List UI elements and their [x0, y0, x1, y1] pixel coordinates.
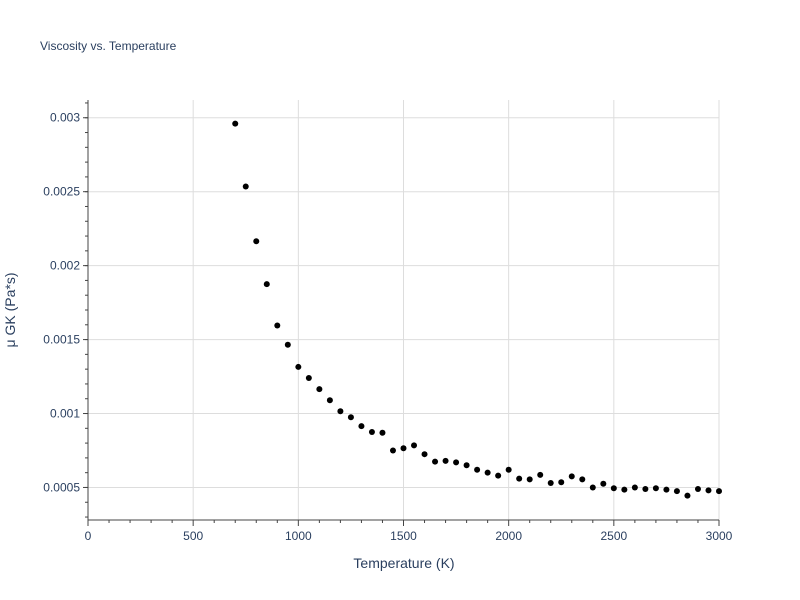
- data-point: [684, 492, 691, 499]
- data-point: [505, 466, 512, 473]
- data-point: [694, 485, 701, 492]
- data-point: [305, 375, 312, 382]
- data-point: [705, 487, 712, 494]
- data-point: [631, 484, 638, 491]
- data-point: [610, 485, 617, 492]
- data-point: [358, 423, 365, 430]
- x-tick-label: 2000: [495, 529, 522, 543]
- data-point: [242, 183, 249, 190]
- gridlines: [88, 100, 720, 520]
- axes: [83, 100, 720, 526]
- data-point: [474, 466, 481, 473]
- data-point: [589, 484, 596, 491]
- x-tick-label: 1000: [285, 529, 312, 543]
- data-point: [389, 447, 396, 454]
- data-point: [379, 429, 386, 436]
- y-tick-label: 0.0015: [43, 333, 80, 347]
- x-tick-label: 500: [183, 529, 203, 543]
- data-point: [316, 386, 323, 393]
- x-tick-label: 1500: [390, 529, 417, 543]
- data-point: [411, 442, 418, 449]
- y-axis-label: μ GK (Pa*s): [2, 273, 18, 348]
- data-point: [579, 476, 586, 483]
- data-point: [642, 485, 649, 492]
- y-tick-label: 0.0025: [43, 185, 80, 199]
- data-point: [558, 479, 565, 486]
- data-point: [432, 458, 439, 465]
- data-point: [547, 480, 554, 487]
- x-tick-label: 0: [85, 529, 92, 543]
- data-point: [347, 414, 354, 421]
- data-point: [400, 445, 407, 452]
- data-point: [442, 457, 449, 464]
- data-point: [326, 397, 333, 404]
- data-point: [526, 476, 533, 483]
- y-tick-label: 0.001: [50, 407, 80, 421]
- chart-title: Viscosity vs. Temperature: [40, 39, 177, 53]
- x-tick-label: 2500: [600, 529, 627, 543]
- data-point: [274, 322, 281, 329]
- data-point: [652, 485, 659, 492]
- data-point: [463, 462, 470, 469]
- data-point: [621, 486, 628, 493]
- data-point: [537, 471, 544, 478]
- y-tick-label: 0.002: [50, 259, 80, 273]
- y-tick-label: 0.0005: [43, 480, 80, 494]
- data-point: [495, 472, 502, 479]
- data-point: [263, 281, 270, 288]
- data-points: [232, 120, 722, 499]
- data-point: [453, 459, 460, 466]
- data-point: [284, 341, 291, 348]
- y-tick-label: 0.003: [50, 111, 80, 125]
- data-point: [368, 429, 375, 436]
- x-axis-label: Temperature (K): [353, 555, 454, 571]
- data-point: [295, 363, 302, 370]
- data-point: [516, 475, 523, 482]
- data-point: [716, 488, 722, 495]
- tick-labels: 0 500 1000 1500 2000 2500 3000 0.0005 0.001 0.001…: [43, 111, 732, 543]
- data-point: [232, 120, 239, 127]
- data-point: [568, 473, 575, 480]
- data-point: [337, 408, 344, 415]
- data-point: [421, 451, 428, 458]
- data-point: [484, 469, 491, 476]
- x-tick-label: 3000: [706, 529, 733, 543]
- data-point: [673, 488, 680, 495]
- data-point: [600, 480, 607, 487]
- data-point: [663, 486, 670, 493]
- data-point: [253, 238, 260, 245]
